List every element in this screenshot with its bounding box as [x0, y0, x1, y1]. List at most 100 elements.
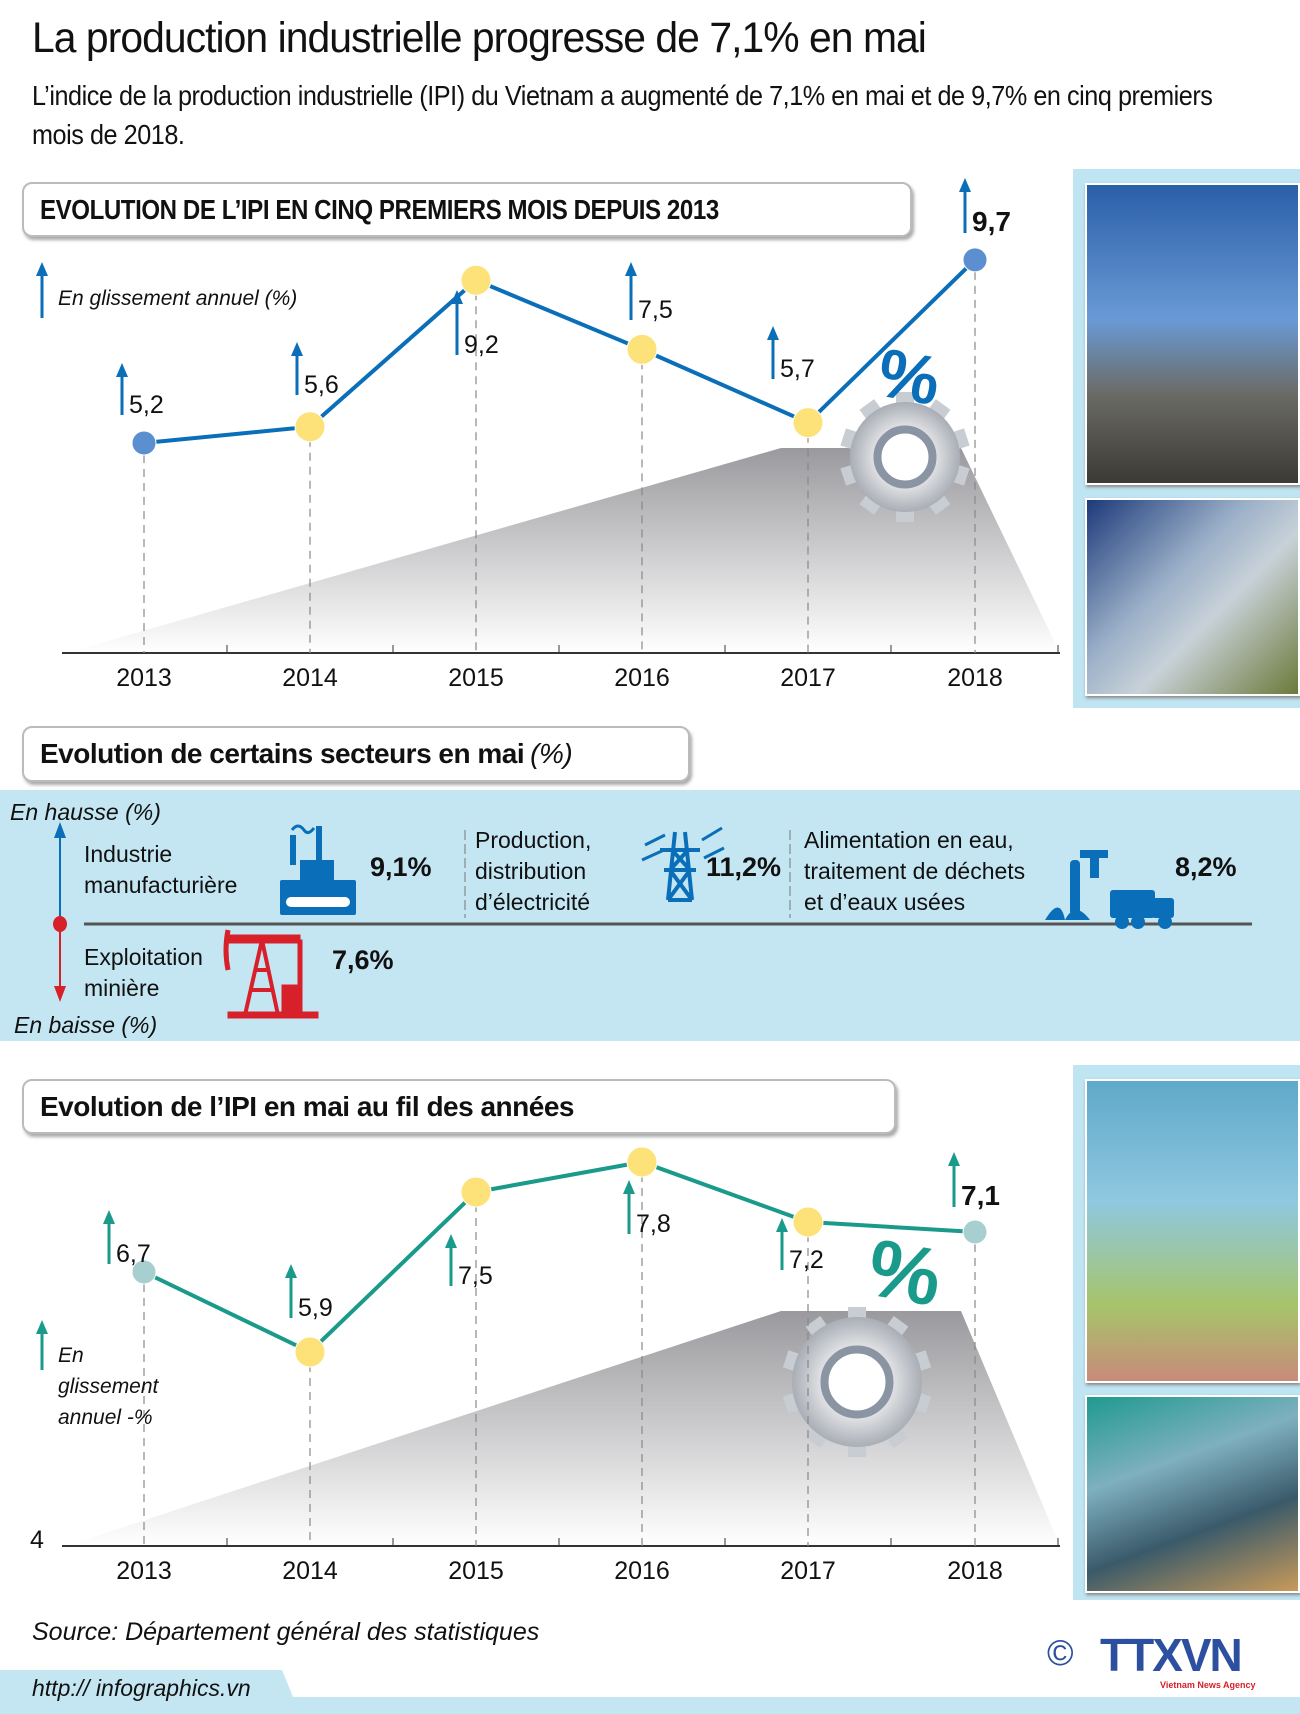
up-arrow-icon [291, 342, 303, 356]
x-tick-label: 2018 [947, 664, 1003, 692]
x-tick-label: 2015 [448, 1557, 504, 1585]
footer-url[interactable]: http:// infographics.vn [32, 1675, 251, 1701]
sector-name-line: et d’eaux usées [804, 889, 966, 915]
down-label: En baisse (%) [14, 1012, 158, 1038]
x-tick-label: 2016 [614, 664, 670, 692]
sector-water-value: 8,2% [1175, 852, 1237, 882]
x-tick-label: 2014 [282, 664, 338, 692]
data-point [962, 247, 988, 273]
data-point [460, 264, 492, 296]
chart-ipi-five-months: %2013 2014 2015 2016 2017 20185,25,69,27,55,7… [36, 178, 1060, 692]
data-label: 7,5 [638, 296, 673, 324]
data-label: 7,5 [458, 1262, 493, 1290]
faucet-truck-icon [1045, 850, 1174, 929]
sector-name-line: Alimentation en eau, [804, 827, 1014, 853]
x-tick-label: 2018 [947, 1557, 1003, 1585]
up-arrow-icon [623, 1180, 635, 1194]
source-text: Source: Département général des statisti… [32, 1618, 540, 1646]
background-ramp [66, 448, 1060, 653]
data-point [131, 1259, 157, 1285]
up-arrow-icon [54, 822, 66, 838]
x-tick-label: 2017 [780, 664, 836, 692]
sector-name-line: traitement de déchets [804, 858, 1026, 884]
axis-origin-dot [53, 916, 67, 932]
sector-name-line: minière [84, 975, 160, 1001]
factory-icon [280, 824, 356, 915]
legend-arrow-icon [36, 262, 48, 276]
data-point [792, 1206, 824, 1238]
legend-arrow-icon [36, 1320, 48, 1334]
data-point [131, 430, 157, 456]
sectors-title: Evolution de certains secteurs en mai [40, 738, 525, 769]
photo-fish-processing [1085, 1395, 1300, 1593]
up-arrow-icon [116, 363, 128, 377]
sectors-unit: (%) [530, 738, 573, 769]
up-arrow-icon [103, 1210, 115, 1224]
x-tick-label: 2013 [116, 664, 172, 692]
photo-factory-workers [1085, 498, 1300, 696]
chart-ipi-may: % 2013 2014 2015 2016 2017 2018 4 6,7 5,9 7,5 7,8 7,… [30, 1146, 1060, 1585]
ttxvn-logo-subtitle: Vietnam News Agency [1160, 1680, 1256, 1690]
data-point [792, 407, 824, 439]
sector-name-line: manufacturière [84, 872, 238, 898]
power-tower-icon [641, 826, 725, 902]
data-label: 5,7 [780, 355, 815, 383]
data-label: 9,2 [464, 331, 499, 359]
page-title: La production industrielle progresse de … [32, 14, 927, 62]
x-tick-label: 2015 [448, 664, 504, 692]
up-arrow-icon [451, 290, 463, 304]
data-point [294, 1336, 326, 1368]
sector-name-line: d’électricité [475, 889, 591, 915]
copyright-icon: © [1047, 1632, 1074, 1673]
sector-name-line: Production, [475, 827, 592, 853]
x-tick-label: 2017 [780, 1557, 836, 1585]
data-point [626, 1146, 658, 1178]
footer-strip [0, 1697, 1300, 1714]
page-subtitle: L’indice de la production industrielle (… [32, 80, 1213, 150]
up-arrow-icon [767, 326, 779, 340]
down-arrow-icon [54, 986, 66, 1002]
x-tick-label: 2016 [614, 1557, 670, 1585]
sector-manufacturing-value: 9,1% [370, 852, 432, 882]
up-arrow-icon [285, 1264, 297, 1278]
sectors-axis [53, 822, 1252, 1019]
data-point [626, 333, 658, 365]
sector-electricity-value: 11,2% [706, 852, 782, 882]
data-point [962, 1219, 988, 1245]
data-point [460, 1176, 492, 1208]
sector-manufacturing-name: Industrie manufacturière [84, 839, 237, 901]
up-arrow-icon [948, 1152, 960, 1166]
data-label: 5,6 [304, 371, 339, 399]
photo-power-station [1085, 183, 1300, 485]
up-label: En hausse (%) [10, 799, 161, 825]
data-label: 6,7 [116, 1240, 151, 1268]
chart1-title: EVOLUTION DE L’IPI EN CINQ PREMIERS MOIS… [40, 193, 719, 225]
up-arrow-icon [776, 1218, 788, 1232]
up-arrow-icon [625, 262, 637, 276]
data-point [294, 411, 326, 443]
up-arrow-icon [959, 178, 971, 192]
x-tick-label: 2014 [282, 1557, 338, 1585]
up-arrow-icon [445, 1234, 457, 1248]
sector-name-line: Industrie [84, 841, 173, 867]
percent-icon: % [861, 1222, 948, 1324]
photo-food-processing [1085, 1079, 1300, 1383]
sector-mining-value: 7,6% [332, 945, 394, 975]
data-label: 9,7 [972, 206, 1011, 237]
gear-hole [820, 1345, 894, 1419]
chart2-title-box: Evolution de l’IPI en mai au fil des ann… [22, 1079, 896, 1134]
chart2-title: Evolution de l’IPI en mai au fil des ann… [40, 1090, 574, 1122]
sectors-title-box: Evolution de certains secteurs en mai (%) [22, 726, 690, 782]
y-axis-label: En glissement annuel (%) [58, 287, 297, 310]
photo-panel-top [1073, 169, 1300, 708]
gear-hole [873, 425, 937, 489]
sector-mining-name: Exploitation minière [84, 942, 203, 1004]
y-tick-label: 4 [30, 1526, 44, 1554]
data-label: 5,2 [129, 391, 164, 419]
ttxvn-logo: TTXVN [1100, 1629, 1243, 1681]
x-tick-label: 2013 [116, 1557, 172, 1585]
y-axis-label: En glissement annuel -% [58, 1344, 160, 1429]
data-label: 7,8 [636, 1210, 671, 1238]
series-line [143, 1159, 976, 1355]
sector-name-line: Exploitation [84, 944, 203, 970]
